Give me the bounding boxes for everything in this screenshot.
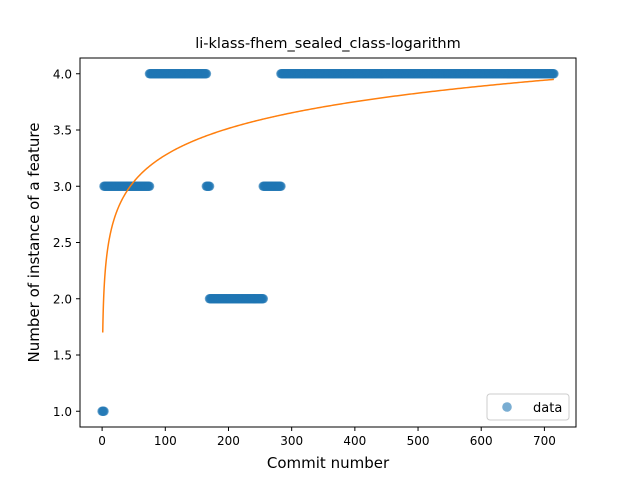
plot-area bbox=[97, 68, 559, 417]
x-tick-label: 400 bbox=[343, 434, 366, 448]
data-point bbox=[549, 68, 559, 79]
x-tick-label: 300 bbox=[280, 434, 303, 448]
x-tick-label: 200 bbox=[217, 434, 240, 448]
x-tick-label: 500 bbox=[407, 434, 430, 448]
y-tick-label: 2.0 bbox=[53, 292, 72, 306]
legend: data bbox=[486, 393, 570, 421]
chart-title: li-klass-fhem_sealed_class-logarithm bbox=[195, 36, 461, 52]
x-tick-label: 100 bbox=[154, 434, 177, 448]
y-tick-label: 4.0 bbox=[53, 67, 72, 81]
legend-box bbox=[486, 393, 570, 421]
y-axis: 1.0 1.5 2.0 2.5 3.0 3.5 4.0 bbox=[53, 67, 80, 419]
legend-marker-data bbox=[502, 402, 512, 412]
x-tick-label: 0 bbox=[98, 434, 106, 448]
fit-line bbox=[102, 78, 554, 333]
x-tick-label: 700 bbox=[533, 434, 556, 448]
y-axis-label: Number of instance of a feature bbox=[25, 123, 43, 363]
x-axis: 0 100 200 300 400 500 600 700 bbox=[98, 427, 556, 448]
data-point bbox=[204, 181, 215, 192]
y-tick-label: 1.0 bbox=[53, 405, 72, 419]
data-point bbox=[99, 406, 109, 417]
data-point bbox=[144, 181, 155, 192]
data-point bbox=[276, 181, 286, 192]
legend-label-data: data bbox=[533, 401, 562, 416]
y-tick-label: 3.5 bbox=[53, 124, 72, 138]
y-tick-label: 3.0 bbox=[53, 180, 72, 194]
y-tick-label: 2.5 bbox=[53, 236, 72, 250]
data-point bbox=[258, 293, 269, 304]
data-point bbox=[201, 68, 212, 79]
y-tick-label: 1.5 bbox=[53, 349, 72, 363]
x-tick-label: 600 bbox=[470, 434, 493, 448]
x-axis-label: Commit number bbox=[267, 454, 390, 472]
